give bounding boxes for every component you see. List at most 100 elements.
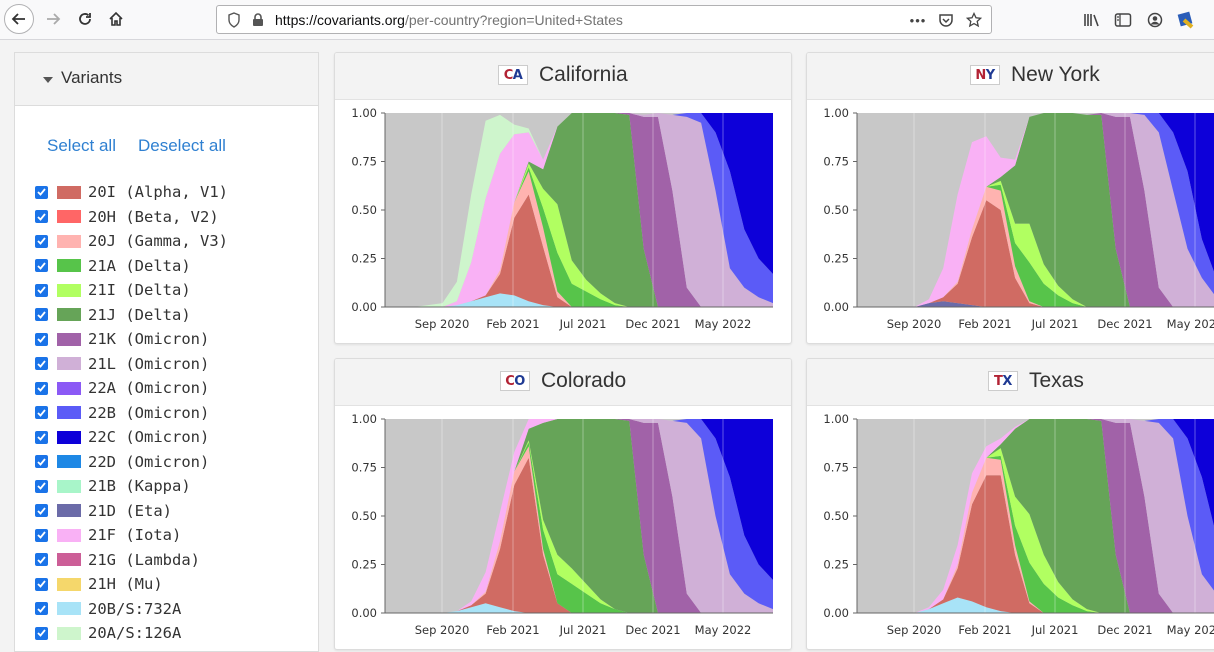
back-button[interactable] (4, 4, 34, 34)
variant-item[interactable]: 21G (Lambda) (35, 548, 228, 573)
deselect-all-button[interactable]: Deselect all (138, 136, 226, 155)
variant-label: 20B/S:732A (88, 599, 182, 618)
variant-item[interactable]: 21K (Omicron) (35, 327, 228, 352)
x-tick-label: Feb 2021 (486, 317, 539, 331)
series-area[interactable] (857, 180, 1214, 307)
variant-item[interactable]: 22D (Omicron) (35, 450, 228, 475)
checkbox[interactable] (35, 553, 48, 567)
checkbox[interactable] (35, 185, 48, 199)
checkbox[interactable] (35, 626, 48, 640)
series-area[interactable] (857, 597, 1214, 614)
area-chart[interactable]: Sep 2020 Feb 2021 Jul 2021 Dec 2021 May 2022… (807, 405, 1214, 649)
checkbox[interactable] (35, 283, 48, 297)
variant-item[interactable]: 20I (Alpha, V1) (35, 180, 228, 205)
variant-item[interactable]: 21I (Delta) (35, 278, 228, 303)
variant-item[interactable]: 22C (Omicron) (35, 425, 228, 450)
checkbox[interactable] (35, 332, 48, 346)
series-area[interactable] (385, 293, 773, 307)
variant-item[interactable]: 21L (Omicron) (35, 352, 228, 377)
variant-color-swatch (57, 406, 81, 420)
checkbox[interactable] (35, 455, 48, 469)
variant-item[interactable]: 22B (Omicron) (35, 401, 228, 426)
x-tick-label: Sep 2020 (415, 623, 470, 637)
lock-icon[interactable] (249, 12, 267, 28)
check-icon (37, 482, 46, 491)
series-area[interactable] (857, 419, 1214, 613)
y-tick-label: 1.00 (823, 106, 849, 120)
shield-icon[interactable] (225, 12, 243, 28)
caret-down-icon[interactable] (43, 77, 53, 83)
checkbox[interactable] (35, 210, 48, 224)
series-area[interactable] (857, 113, 1214, 307)
checkbox[interactable] (35, 504, 48, 518)
series-area[interactable] (857, 419, 1214, 613)
y-tick-label: 0.75 (823, 155, 849, 169)
address-bar[interactable]: https://covariants.org/per-country?regio… (216, 5, 992, 34)
forward-button[interactable] (38, 4, 68, 34)
checkbox[interactable] (35, 528, 48, 542)
series-area[interactable] (385, 113, 773, 307)
y-tick-label: 1.00 (823, 412, 849, 426)
series-area[interactable] (385, 113, 773, 307)
select-all-button[interactable]: Select all (47, 136, 116, 155)
series-area[interactable] (385, 440, 773, 613)
checkbox[interactable] (35, 430, 48, 444)
variants-panel-header[interactable]: Variants (15, 53, 318, 106)
series-area[interactable] (857, 455, 1214, 613)
checkbox[interactable] (35, 259, 48, 273)
bookmark-star-icon[interactable] (965, 12, 983, 28)
checkbox[interactable] (35, 577, 48, 591)
series-area[interactable] (385, 113, 773, 307)
area-chart[interactable]: Sep 2020 Feb 2021 Jul 2021 Dec 2021 May 2022… (335, 405, 792, 649)
variant-item[interactable]: 20B/S:732A (35, 597, 228, 622)
variant-item[interactable]: 21D (Eta) (35, 499, 228, 524)
checkbox[interactable] (35, 381, 48, 395)
extension-icon[interactable] (1176, 10, 1196, 30)
variant-item[interactable]: 21F (Iota) (35, 523, 228, 548)
x-tick-label: Jul 2021 (1031, 623, 1079, 637)
checkbox[interactable] (35, 406, 48, 420)
series-area[interactable] (857, 113, 1214, 307)
home-button[interactable] (101, 4, 131, 34)
variant-item[interactable]: 20A/S:126A (35, 621, 228, 646)
series-area[interactable] (385, 113, 773, 307)
variant-item[interactable]: 22A (Omicron) (35, 376, 228, 401)
series-area[interactable] (857, 301, 1214, 307)
variant-item[interactable]: 21B (Kappa) (35, 474, 228, 499)
pocket-icon[interactable] (937, 12, 955, 28)
checkbox[interactable] (35, 308, 48, 322)
page-actions-icon[interactable]: ••• (909, 12, 927, 28)
variant-item[interactable]: 21H (Mu) (35, 572, 228, 597)
variant-item[interactable]: 20J (Gamma, V3) (35, 229, 228, 254)
series-area[interactable] (857, 113, 1214, 307)
series-area[interactable] (385, 163, 773, 307)
checkbox[interactable] (35, 479, 48, 493)
series-area[interactable] (857, 113, 1214, 307)
x-tick-label: May 2022 (1167, 317, 1214, 331)
series-area[interactable] (385, 419, 773, 613)
account-icon[interactable] (1145, 10, 1165, 30)
library-icon[interactable] (1082, 10, 1102, 30)
reload-button[interactable] (70, 4, 100, 34)
series-area[interactable] (857, 113, 1214, 307)
area-chart[interactable]: Sep 2020 Feb 2021 Jul 2021 Dec 2021 May 2022… (807, 99, 1214, 343)
series-area[interactable] (857, 184, 1214, 307)
series-area[interactable] (385, 419, 773, 613)
variant-item[interactable]: 21J (Delta) (35, 303, 228, 328)
variant-item[interactable]: 20H (Beta, V2) (35, 205, 228, 230)
checkbox[interactable] (35, 234, 48, 248)
series-area[interactable] (385, 113, 773, 307)
series-area[interactable] (385, 603, 773, 613)
series-area[interactable] (385, 419, 773, 613)
sidebar-toggle-icon[interactable] (1113, 10, 1133, 30)
series-area[interactable] (385, 113, 773, 307)
x-tick-label: Sep 2020 (887, 623, 942, 637)
series-area[interactable] (385, 419, 773, 613)
card-header: TX Texas (807, 359, 1214, 406)
series-area[interactable] (857, 419, 1214, 613)
area-chart[interactable]: Sep 2020 Feb 2021 Jul 2021 Dec 2021 May 2022… (335, 99, 792, 343)
series-area[interactable] (857, 419, 1214, 613)
checkbox[interactable] (35, 602, 48, 616)
variant-item[interactable]: 21A (Delta) (35, 254, 228, 279)
checkbox[interactable] (35, 357, 48, 371)
